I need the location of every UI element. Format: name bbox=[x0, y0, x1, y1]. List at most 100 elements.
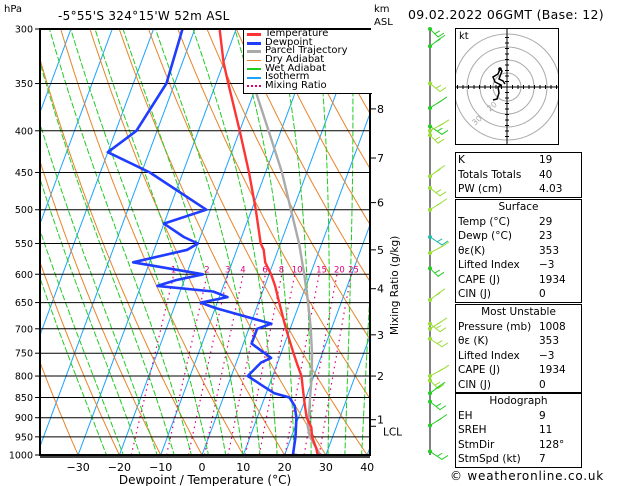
wind-barb bbox=[428, 414, 448, 428]
parcel-trajectory-line bbox=[251, 83, 322, 455]
dry-adiabat-line bbox=[265, 29, 370, 226]
wet-adiabat-line bbox=[122, 29, 244, 455]
stat-label: Totals Totals bbox=[458, 168, 522, 181]
height-tick-label: 1 bbox=[377, 414, 384, 427]
stat-value: 0 bbox=[539, 378, 546, 391]
stat-row: PW (cm) 4.03 bbox=[456, 182, 581, 197]
wet-adiabat-line bbox=[94, 29, 227, 455]
legend-label: Mixing Ratio bbox=[265, 80, 327, 92]
stat-row: CAPE (J) 1934 bbox=[456, 363, 581, 378]
isotherm-line bbox=[40, 29, 72, 114]
hodograph-ring-label: 20 bbox=[485, 100, 499, 113]
wind-barb bbox=[428, 198, 448, 212]
wind-barb bbox=[428, 81, 447, 93]
temperature-tick-label: −20 bbox=[108, 461, 131, 474]
wind-barbs bbox=[428, 27, 450, 461]
legend-label: Wet Adiabat bbox=[265, 62, 326, 74]
legend-item: Dry Adiabat bbox=[244, 55, 372, 65]
wind-barb bbox=[428, 133, 445, 144]
dry-adiabat-line bbox=[177, 29, 370, 400]
pressure-tick-label: 500 bbox=[15, 205, 33, 216]
dewpoint-line bbox=[106, 29, 298, 455]
temperature-tick-label: −10 bbox=[149, 461, 172, 474]
height-tick-label: 8 bbox=[377, 103, 384, 116]
wet-adiabat-line bbox=[316, 29, 330, 455]
stat-row: StmDir 128° bbox=[456, 438, 581, 453]
pressure-tick-label: 750 bbox=[15, 349, 33, 360]
stat-row: EH 9 bbox=[456, 409, 581, 424]
stat-row: CIN (J) 0 bbox=[456, 378, 581, 393]
temperature-tick-label: 10 bbox=[236, 461, 250, 474]
hodograph: kt 20 30 bbox=[455, 28, 559, 145]
legend-item: Temperature bbox=[244, 28, 372, 39]
wind-barb bbox=[428, 266, 445, 277]
wind-barb bbox=[428, 399, 447, 411]
pressure-tick-label: 400 bbox=[15, 126, 33, 137]
pressure-tick-label: 850 bbox=[15, 393, 33, 404]
stat-value: 23 bbox=[539, 230, 553, 242]
stat-value: 353 bbox=[539, 335, 560, 347]
dry-adiabat-line bbox=[40, 360, 79, 455]
temperature-tick-label: 20 bbox=[278, 461, 292, 474]
stat-row: θε (K) 353 bbox=[456, 334, 581, 349]
stat-label: CIN (J) bbox=[458, 378, 491, 391]
legend-label: Temperature bbox=[265, 28, 329, 39]
stat-value: 1008 bbox=[539, 320, 566, 333]
wind-barb bbox=[428, 241, 450, 255]
stat-value: 40 bbox=[539, 168, 553, 181]
stat-row: θε(K) 353 bbox=[456, 244, 581, 259]
wet-adiabat-line bbox=[192, 29, 278, 455]
stat-value: −3 bbox=[539, 259, 555, 271]
stat-label: SREH bbox=[458, 424, 487, 436]
wet-adiabat-line bbox=[40, 177, 141, 455]
height-tick-label: 7 bbox=[377, 152, 384, 165]
stat-value: 128° bbox=[539, 438, 565, 451]
legend-swatch bbox=[247, 85, 261, 88]
x-axis-label: Dewpoint / Temperature (°C) bbox=[119, 473, 291, 486]
stat-value: 19 bbox=[539, 154, 553, 166]
hodograph-stats-box: Hodograph EH 9 SREH 11 StmDir 128° StmSpd (kt) 7 bbox=[455, 393, 582, 468]
temperature-line bbox=[218, 29, 322, 455]
wind-barb bbox=[428, 378, 445, 390]
dry-adiabat-line bbox=[599, 5, 629, 473]
plot-frame bbox=[39, 28, 371, 456]
stat-row: Dewp (°C) 23 bbox=[456, 229, 581, 244]
isotherm-line bbox=[40, 29, 155, 337]
temperature-tick-label: 40 bbox=[360, 461, 374, 474]
wind-barb bbox=[428, 164, 446, 179]
forecast-datetime: 09.02.2022 06GMT (Base: 12) bbox=[408, 7, 604, 22]
mixing-ratio-label: 2 bbox=[204, 265, 209, 275]
legend-label: Isotherm bbox=[265, 71, 310, 83]
stat-row: Lifted Index −3 bbox=[456, 258, 581, 273]
isotherm-line bbox=[40, 29, 196, 448]
location-title: -5°55'S 324°15'W 52m ASL bbox=[58, 9, 230, 23]
surface-box: Surface Temp (°C) 29 Dewp (°C) 23 θε(K) 353 Lif… bbox=[455, 199, 582, 303]
pressure-tick-label: 800 bbox=[15, 372, 33, 383]
height-tick-label: 4 bbox=[377, 283, 384, 296]
legend-swatch bbox=[247, 32, 261, 36]
pressure-tick-label: 550 bbox=[15, 239, 33, 250]
wind-barb bbox=[428, 185, 447, 197]
stat-label: CIN (J) bbox=[458, 288, 491, 300]
wind-barb bbox=[428, 96, 448, 110]
mixing-ratio-label: 10 bbox=[292, 265, 303, 275]
height-unit-km: km bbox=[374, 4, 390, 15]
stat-row: Lifted Index −3 bbox=[456, 349, 581, 364]
mixing-ratio-label: 8 bbox=[279, 265, 284, 275]
wind-barb bbox=[428, 27, 445, 38]
pressure-tick-label: 450 bbox=[15, 168, 33, 179]
legend-label: Parcel Trajectory bbox=[265, 45, 348, 57]
wet-adiabat-line bbox=[344, 29, 354, 455]
stat-row: CAPE (J) 1934 bbox=[456, 273, 581, 288]
mixing-ratio-label: 4 bbox=[240, 265, 245, 275]
dry-adiabat-line bbox=[147, 29, 368, 455]
legend-item: Isotherm bbox=[244, 71, 372, 83]
lcl-label: LCL bbox=[383, 426, 402, 438]
legend-swatch bbox=[247, 50, 261, 54]
legend-item: Dewpoint bbox=[244, 37, 372, 48]
axes: 3003504004505005506006507007508008509009… bbox=[9, 25, 402, 486]
mixing-ratio-axis-label: Mixing Ratio (g/kg) bbox=[389, 236, 401, 335]
stat-value: 7 bbox=[539, 453, 546, 465]
